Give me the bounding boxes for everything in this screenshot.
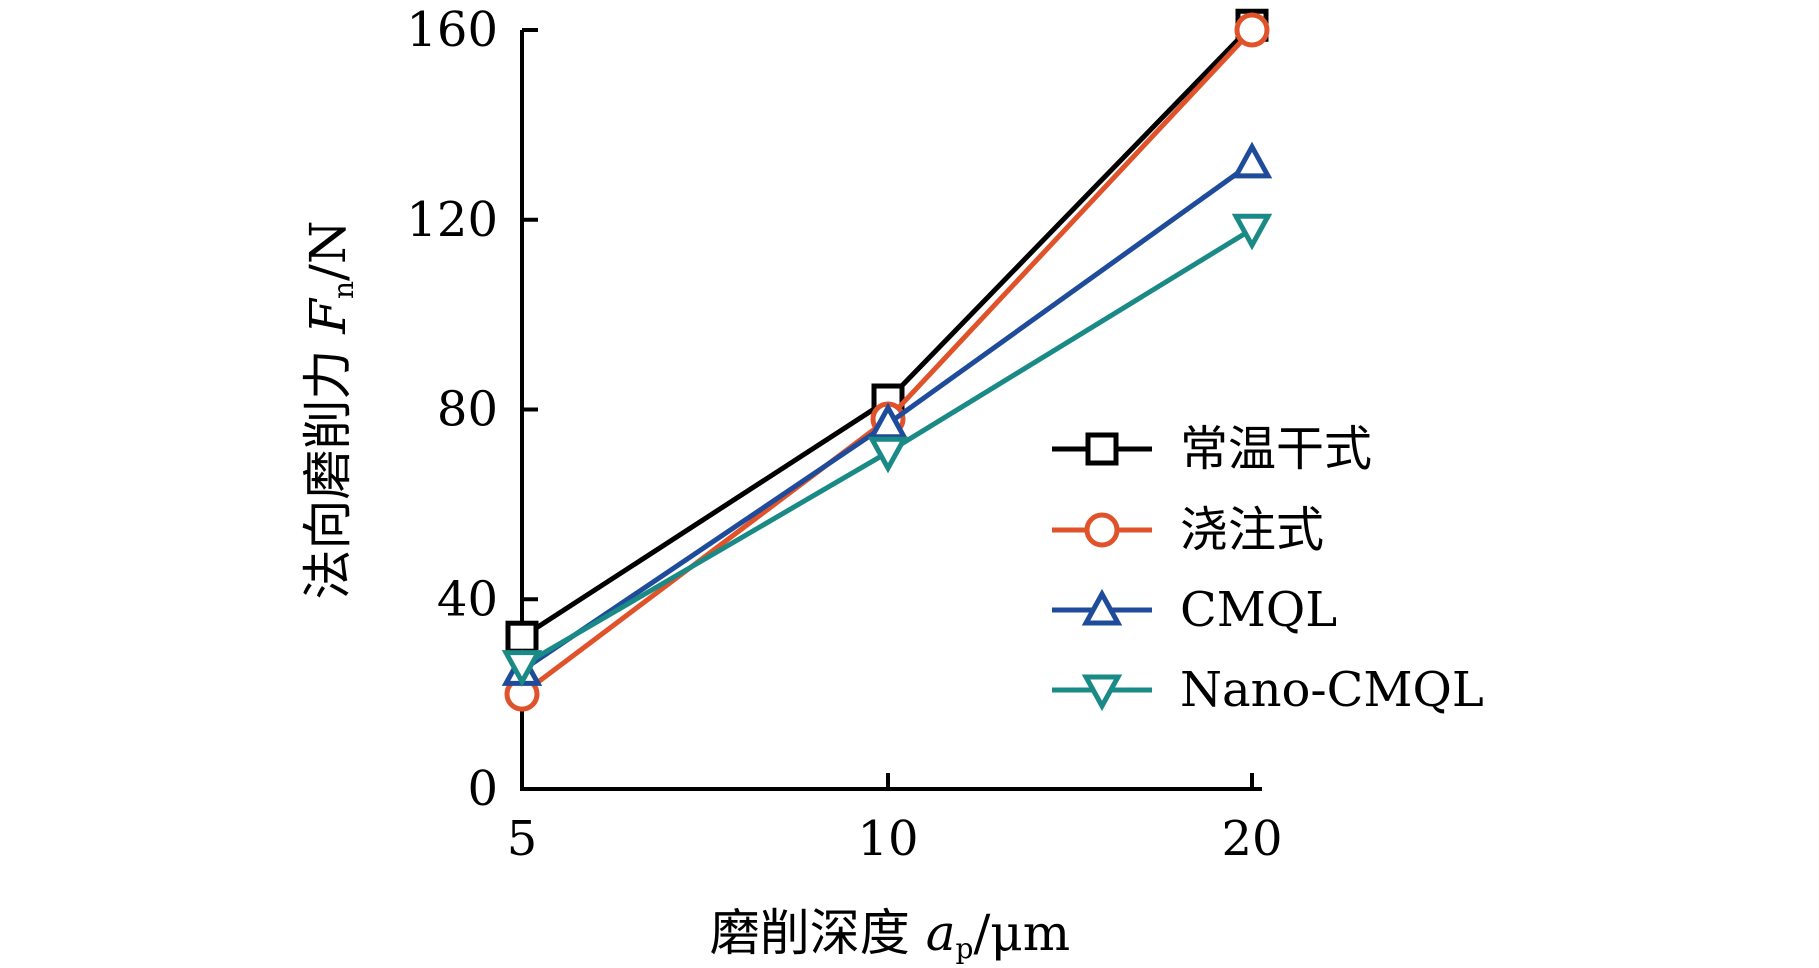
legend-marker-circle bbox=[1084, 512, 1120, 548]
legend-marker-square bbox=[1085, 432, 1119, 466]
y-tick-label: 160 bbox=[406, 2, 498, 58]
legend-marker-triangle-up bbox=[1081, 588, 1123, 626]
y-tick-label: 0 bbox=[467, 761, 498, 817]
y-tick-label: 40 bbox=[437, 571, 498, 627]
data-point-triangle-down bbox=[867, 436, 909, 474]
legend-label: 常温干式 bbox=[1180, 421, 1372, 477]
data-point-square bbox=[505, 620, 539, 654]
y-ticks: 0 40 80 120 160 bbox=[406, 2, 538, 817]
legend-label: 浇注式 bbox=[1180, 502, 1324, 558]
legend-marker-triangle-down bbox=[1081, 674, 1123, 712]
data-point-triangle-down bbox=[501, 650, 543, 687]
y-tick-label: 80 bbox=[437, 382, 498, 438]
x-axis-title-unit: /μm bbox=[973, 904, 1070, 962]
legend-label: Nano-CMQL bbox=[1180, 662, 1484, 718]
data-point-circle bbox=[1234, 12, 1270, 48]
x-axis-title-var: a bbox=[926, 904, 956, 962]
data-point-triangle-up bbox=[1231, 141, 1273, 179]
x-tick-label: 10 bbox=[857, 811, 918, 867]
y-axis-title-var: F bbox=[299, 297, 357, 335]
y-axis-title-sub: n bbox=[327, 281, 360, 299]
y-axis-title: 法向磨削力 Fn/N bbox=[299, 220, 360, 599]
data-point-triangle-down bbox=[1231, 213, 1273, 251]
legend-label: CMQL bbox=[1180, 582, 1337, 638]
x-axis-title-sub: p bbox=[956, 932, 974, 965]
y-axis-title-unit: /N bbox=[299, 220, 357, 281]
series-layer bbox=[501, 8, 1273, 712]
x-axis-title-prefix: 磨削深度 bbox=[710, 904, 926, 962]
y-tick-label: 120 bbox=[406, 192, 498, 248]
x-ticks: 5 10 20 bbox=[507, 773, 1283, 867]
x-tick-label: 5 bbox=[507, 811, 538, 867]
series-line-1 bbox=[520, 23, 1254, 640]
y-axis-title-prefix: 法向磨削力 bbox=[299, 334, 357, 600]
x-tick-label: 20 bbox=[1221, 811, 1282, 867]
x-axis-title: 磨削深度 ap/μm bbox=[710, 904, 1070, 965]
